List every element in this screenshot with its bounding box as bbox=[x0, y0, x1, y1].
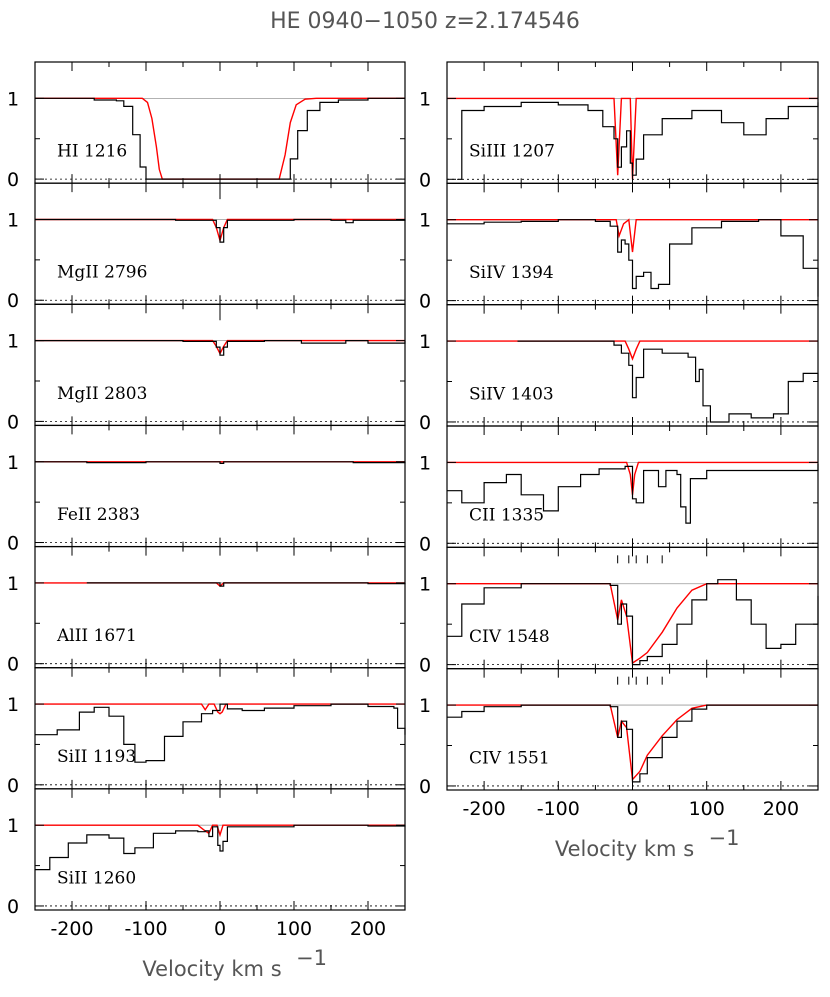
panel-label: CII 1335 bbox=[469, 506, 544, 526]
panels-group: 0 1 HI 1216 0 1 MgII 2796 0 1 MgII 2803 0 1 FeII 23… bbox=[7, 61, 819, 981]
panel-label: CIV 1548 bbox=[469, 627, 550, 647]
y-tick-label: 0 bbox=[7, 290, 19, 312]
data-series bbox=[447, 464, 819, 524]
y-tick-label: 0 bbox=[419, 533, 431, 555]
y-tick-label: 1 bbox=[419, 210, 431, 232]
panel-1-1: 0 1 SiIV 1394 bbox=[419, 182, 819, 313]
panel-0-6: 0 1 SiII 1260 bbox=[7, 788, 406, 918]
panel-frame bbox=[34, 61, 406, 184]
panel-label: SiIV 1394 bbox=[469, 263, 554, 283]
panel-label: SiII 1260 bbox=[57, 868, 136, 888]
panel-frame bbox=[34, 303, 406, 427]
y-tick-label: 1 bbox=[419, 452, 431, 474]
data-series bbox=[458, 101, 819, 180]
y-tick-label: 1 bbox=[7, 694, 19, 716]
data-series bbox=[35, 703, 406, 763]
model-series bbox=[35, 824, 405, 838]
y-tick-label: 0 bbox=[7, 654, 19, 676]
x-tick-label: -200 bbox=[50, 918, 93, 940]
y-tick-label: 1 bbox=[7, 88, 19, 110]
y-tick-label: 1 bbox=[419, 88, 431, 110]
y-tick-label: 1 bbox=[7, 573, 19, 595]
panel-frame bbox=[34, 667, 406, 790]
y-tick-label: 0 bbox=[7, 411, 19, 433]
data-series bbox=[35, 218, 406, 243]
y-tick-label: 0 bbox=[419, 776, 431, 798]
y-tick-label: 0 bbox=[419, 655, 431, 677]
x-tick-label: 0 bbox=[214, 918, 226, 940]
panel-0-4: 0 1 AlII 1671 bbox=[7, 545, 406, 676]
data-series bbox=[35, 461, 406, 464]
y-tick-label: 1 bbox=[7, 209, 19, 231]
x-tick-label: 200 bbox=[763, 798, 799, 820]
x-tick-label: -200 bbox=[463, 798, 506, 820]
model-series bbox=[447, 340, 818, 361]
y-tick-label: 1 bbox=[419, 331, 431, 353]
x-tick-label: 100 bbox=[689, 798, 725, 820]
x-tick-label: -100 bbox=[537, 798, 580, 820]
data-series bbox=[35, 97, 405, 180]
panel-label: FeII 2383 bbox=[57, 505, 140, 525]
model-series bbox=[447, 218, 818, 253]
panel-label: SiII 1193 bbox=[57, 747, 136, 767]
x-tick-label: 100 bbox=[276, 918, 312, 940]
x-axis-title-exponent: −1 bbox=[709, 826, 740, 850]
panel-0-1: 0 1 MgII 2796 bbox=[7, 182, 406, 312]
panel-label: AlII 1671 bbox=[56, 626, 137, 646]
x-axis-title: Velocity km s bbox=[142, 957, 281, 981]
model-series bbox=[447, 97, 818, 180]
y-tick-label: 1 bbox=[7, 815, 19, 837]
y-tick-label: 0 bbox=[7, 169, 19, 191]
figure-title: HE 0940−1050 z=2.174546 bbox=[270, 9, 580, 34]
x-axis-title: Velocity km s bbox=[555, 837, 694, 861]
panel-0-3: 0 1 FeII 2383 bbox=[7, 424, 406, 555]
data-series bbox=[447, 219, 819, 297]
panel-label: HI 1216 bbox=[57, 141, 127, 161]
panel-label: MgII 2803 bbox=[57, 384, 147, 404]
x-tick-label: 0 bbox=[626, 798, 638, 820]
data-series bbox=[447, 704, 818, 783]
y-tick-label: 0 bbox=[419, 169, 431, 191]
panel-frame bbox=[34, 545, 406, 669]
model-series bbox=[35, 703, 405, 715]
panel-1-4: 0 1 CIV 1548 bbox=[419, 546, 819, 677]
data-series bbox=[86, 582, 406, 587]
panel-1-5: 0 1 CIV 1551 bbox=[419, 668, 819, 798]
panel-label: MgII 2796 bbox=[57, 263, 147, 283]
y-tick-label: 0 bbox=[419, 412, 431, 434]
y-tick-label: 0 bbox=[7, 896, 19, 918]
panel-frame bbox=[34, 182, 406, 305]
y-tick-label: 1 bbox=[419, 695, 431, 717]
panel-1-3: 0 1 CII 1335 bbox=[419, 425, 819, 555]
y-tick-label: 0 bbox=[7, 775, 19, 797]
data-series bbox=[447, 579, 819, 666]
panel-0-5: 0 1 SiII 1193 bbox=[7, 667, 406, 797]
panel-label: CIV 1551 bbox=[469, 748, 550, 768]
x-tick-label: 200 bbox=[350, 918, 386, 940]
panel-0-0: 0 1 HI 1216 bbox=[7, 61, 406, 191]
panel-label: SiIV 1403 bbox=[469, 384, 554, 404]
y-tick-label: 1 bbox=[7, 331, 19, 353]
data-series bbox=[35, 824, 406, 871]
panel-1-2: 0 1 SiIV 1403 bbox=[419, 304, 819, 434]
x-tick-label: -100 bbox=[124, 918, 167, 940]
panel-frame bbox=[34, 424, 406, 548]
panel-0-2: 0 1 MgII 2803 bbox=[7, 303, 406, 433]
y-tick-label: 1 bbox=[7, 452, 19, 474]
data-series bbox=[35, 340, 406, 356]
panel-1-0: 0 1 SiIII 1207 bbox=[419, 61, 819, 191]
data-series bbox=[517, 340, 819, 423]
y-tick-label: 0 bbox=[7, 533, 19, 555]
panel-label: SiIII 1207 bbox=[469, 142, 555, 162]
model-series bbox=[35, 97, 405, 180]
x-axis-title-exponent: −1 bbox=[296, 946, 327, 970]
y-tick-label: 0 bbox=[419, 291, 431, 313]
y-tick-label: 1 bbox=[419, 574, 431, 596]
